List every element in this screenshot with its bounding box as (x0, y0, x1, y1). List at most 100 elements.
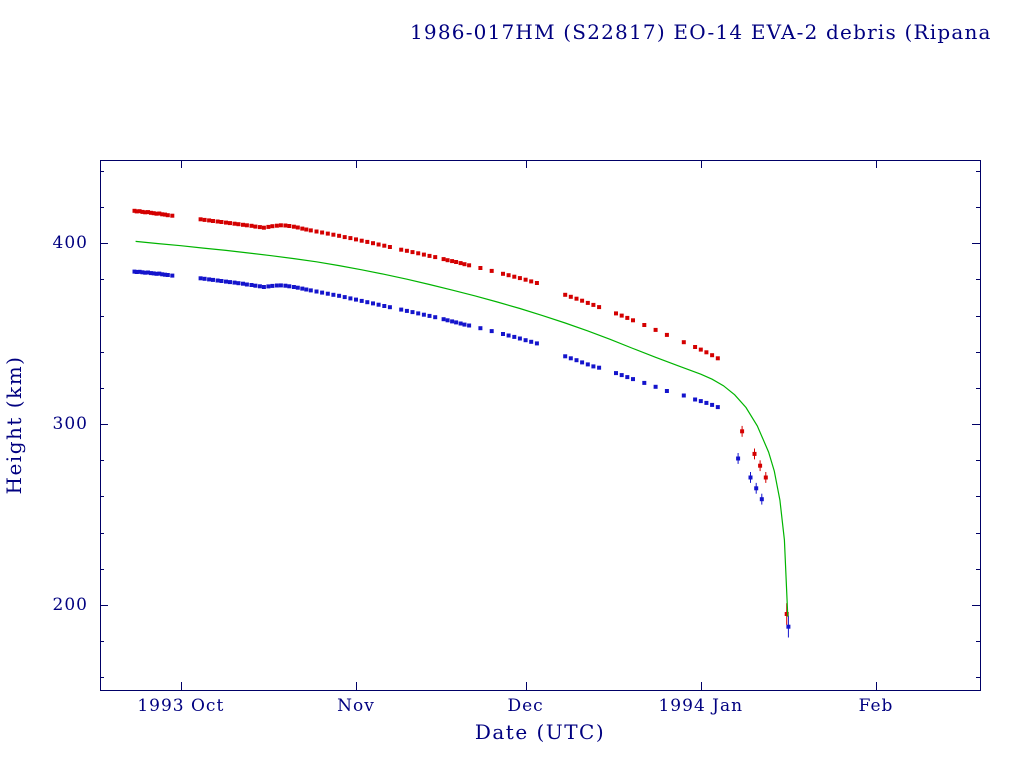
data-point (698, 347, 703, 352)
data-point (433, 255, 438, 260)
data-point (758, 463, 763, 468)
data-point (445, 258, 450, 263)
x-tick-label: 1994 Jan (658, 696, 744, 716)
data-point (132, 269, 137, 274)
data-point (631, 377, 635, 382)
y-tick-label: 300 (52, 414, 88, 435)
data-point (163, 272, 167, 277)
data-point (693, 397, 698, 402)
data-point (365, 239, 370, 244)
data-point (165, 273, 170, 277)
data-point (574, 296, 579, 301)
data-point (404, 308, 409, 313)
data-point (681, 393, 686, 398)
data-point (249, 283, 254, 287)
data-point (416, 251, 421, 256)
data-point (501, 332, 505, 336)
data-point (241, 281, 245, 286)
data-point (489, 329, 494, 334)
data-point (736, 456, 741, 461)
data-point (489, 268, 494, 273)
data-point (283, 283, 288, 288)
data-point (146, 210, 150, 215)
mean-height-line (135, 240, 789, 617)
data-point (631, 318, 635, 323)
data-point (529, 279, 534, 284)
data-point (215, 219, 220, 224)
data-point (348, 296, 353, 301)
x-tick-label: Feb (858, 696, 894, 716)
data-point (740, 429, 745, 434)
data-point (211, 277, 215, 282)
data-point (287, 224, 292, 228)
data-point (693, 345, 698, 349)
data-point (433, 315, 438, 320)
data-point (382, 304, 387, 308)
data-point (257, 225, 262, 230)
data-point (244, 282, 249, 287)
data-point (376, 302, 381, 307)
data-point (331, 292, 336, 297)
data-point (308, 228, 313, 233)
data-point (283, 223, 288, 228)
data-point (585, 300, 590, 305)
data-point (232, 280, 237, 285)
data-point (278, 223, 283, 228)
data-point (291, 224, 296, 229)
data-point (137, 209, 142, 214)
data-point (140, 209, 145, 214)
data-point (754, 486, 759, 491)
data-point (241, 222, 245, 227)
data-point (325, 291, 330, 296)
data-point (752, 451, 757, 456)
data-point (134, 209, 139, 214)
data-point (300, 226, 305, 231)
data-point (715, 356, 720, 361)
data-point (170, 213, 175, 218)
data-point (257, 284, 262, 289)
data-point (506, 333, 511, 338)
data-point (151, 211, 156, 216)
data-point (132, 208, 137, 213)
data-point (295, 285, 300, 290)
data-point (143, 210, 148, 215)
data-point (224, 279, 228, 284)
data-point (151, 271, 156, 276)
data-point (137, 269, 142, 274)
data-point (314, 289, 319, 294)
data-point (642, 323, 647, 327)
data-point (534, 281, 539, 285)
data-point (410, 250, 415, 255)
data-point (387, 245, 392, 249)
data-point (410, 310, 415, 315)
data-point (337, 293, 342, 298)
data-point (597, 305, 602, 310)
data-point (653, 384, 658, 389)
data-point (642, 380, 647, 385)
chart-title: 1986-017HM (S22817) EO-14 EVA-2 debris (… (410, 20, 992, 44)
data-point (287, 284, 292, 289)
data-point (261, 225, 266, 230)
data-point (261, 285, 266, 289)
data-point (467, 263, 472, 268)
y-tick-label: 400 (52, 233, 88, 254)
data-point (215, 278, 220, 283)
data-point (784, 612, 789, 616)
data-point (399, 307, 404, 312)
data-point (523, 338, 528, 343)
data-point (308, 288, 313, 293)
plot-frame (100, 160, 981, 691)
data-point (534, 341, 539, 346)
data-point (304, 227, 309, 232)
data-point (478, 266, 483, 270)
data-point (568, 294, 573, 299)
data-point (219, 220, 224, 224)
data-point (376, 242, 381, 247)
data-point (342, 235, 347, 240)
data-point (478, 326, 483, 331)
data-point (160, 272, 165, 277)
data-point (320, 230, 325, 235)
data-point (715, 405, 720, 410)
